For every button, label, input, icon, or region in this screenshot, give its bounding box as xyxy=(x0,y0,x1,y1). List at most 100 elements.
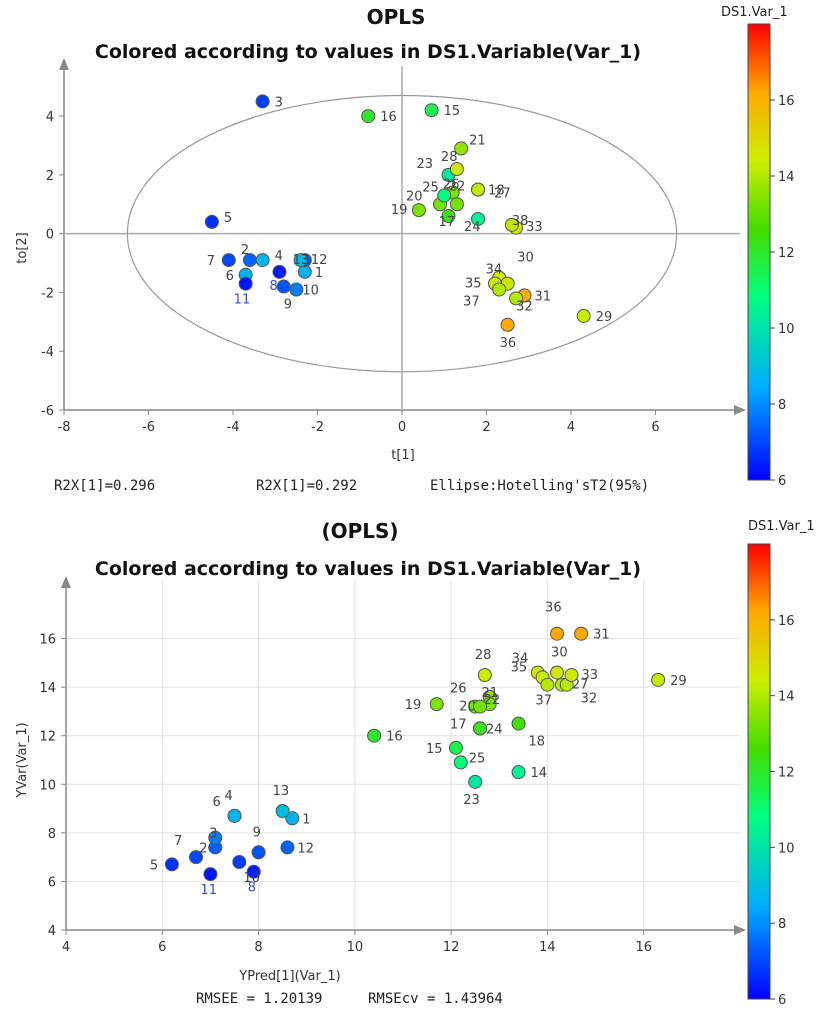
point-label-12: 12 xyxy=(297,841,314,856)
data-point-10[interactable] xyxy=(232,855,247,869)
data-point-37[interactable] xyxy=(492,282,507,297)
x-tick-label: -6 xyxy=(142,420,155,435)
colorbar-tick-label: 10 xyxy=(778,841,795,856)
point-label-25: 25 xyxy=(469,751,486,766)
score-plot-xlabel: t[1] xyxy=(391,448,415,463)
data-point-31[interactable] xyxy=(574,626,589,641)
hotelling-ellipse xyxy=(126,94,678,373)
data-point-36[interactable] xyxy=(550,626,565,641)
data-point-19[interactable] xyxy=(411,203,426,218)
score-plot-ylabel: to[2] xyxy=(15,232,30,263)
point-label-24: 24 xyxy=(464,220,481,235)
y-axis-arrow xyxy=(61,576,71,588)
data-point-29[interactable] xyxy=(651,672,666,687)
data-point-23[interactable] xyxy=(468,774,483,789)
point-label-18: 18 xyxy=(529,735,546,750)
data-point-7[interactable] xyxy=(188,850,203,865)
prediction-plot-title: (OPLS) xyxy=(321,519,398,543)
point-label-34: 34 xyxy=(486,263,503,278)
r2x-stat-2: R2X[1]=0.292 xyxy=(256,478,357,494)
score-plot-title: OPLS xyxy=(367,5,426,29)
point-label-9: 9 xyxy=(253,825,261,840)
colorbar-top-ticks: 6 8 10 12 14 16 xyxy=(770,94,795,489)
data-point-24[interactable] xyxy=(471,211,486,226)
data-point-11[interactable] xyxy=(238,276,253,291)
point-label-5: 5 xyxy=(150,858,158,873)
data-point-3[interactable] xyxy=(255,94,270,109)
data-point-3[interactable] xyxy=(208,830,223,845)
data-point-16[interactable] xyxy=(367,728,382,743)
data-point-17[interactable] xyxy=(441,209,456,224)
data-point-6[interactable] xyxy=(227,808,242,823)
data-point-33[interactable] xyxy=(564,668,579,682)
point-label-27: 27 xyxy=(494,187,511,202)
point-label-35: 35 xyxy=(511,660,528,675)
data-point-24[interactable] xyxy=(473,721,488,736)
data-point-26[interactable] xyxy=(473,699,488,714)
x-tick-label: 6 xyxy=(158,940,166,955)
point-label-16: 16 xyxy=(386,730,403,745)
point-label-18: 18 xyxy=(488,184,505,199)
x-tick-label: 14 xyxy=(539,940,556,955)
data-point-14[interactable] xyxy=(511,765,526,780)
data-point-11[interactable] xyxy=(203,867,218,882)
point-label-6: 6 xyxy=(226,269,234,284)
y-tick-label: 0 xyxy=(46,228,54,243)
data-point-12[interactable] xyxy=(280,840,295,855)
data-point-16[interactable] xyxy=(361,109,376,124)
ellipse-stat: Ellipse:Hotelling'sT2(95%) xyxy=(430,478,649,494)
y-tick-label: 4 xyxy=(46,110,54,125)
y-tick-label: 16 xyxy=(39,633,56,648)
point-label-2: 2 xyxy=(241,243,249,258)
data-point-9[interactable] xyxy=(251,845,266,860)
data-point-26[interactable] xyxy=(449,197,464,212)
score-plot: OPLS Colored according to values in DS1.… xyxy=(15,5,746,494)
r2x-stat-1: R2X[1]=0.296 xyxy=(54,478,155,494)
point-label-23: 23 xyxy=(463,793,480,808)
colorbar-bottom-title: DS1.Var_1 xyxy=(748,519,815,534)
data-point-19[interactable] xyxy=(429,697,444,712)
data-point-13[interactable] xyxy=(293,253,308,268)
data-point-15[interactable] xyxy=(424,103,439,118)
point-label-37: 37 xyxy=(463,294,480,309)
colorbar-tick-label: 6 xyxy=(778,474,786,489)
x-tick-label: 6 xyxy=(651,420,659,435)
data-point-36[interactable] xyxy=(500,317,515,332)
colorbar-tick-label: 10 xyxy=(778,322,795,337)
data-point-10[interactable] xyxy=(289,282,304,297)
data-point-25[interactable] xyxy=(437,188,452,203)
data-point-29[interactable] xyxy=(576,308,591,323)
colorbar-tick-label: 14 xyxy=(778,690,795,705)
data-point-37[interactable] xyxy=(540,677,555,692)
data-point-27[interactable] xyxy=(471,182,486,197)
data-point-25[interactable] xyxy=(453,755,468,770)
data-point-15[interactable] xyxy=(448,740,463,755)
data-point-8[interactable] xyxy=(246,864,261,879)
point-label-23: 23 xyxy=(416,157,433,172)
data-point-38[interactable] xyxy=(504,217,519,232)
colorbar-tick-label: 14 xyxy=(778,170,795,185)
data-point-21[interactable] xyxy=(454,141,469,156)
point-label-29: 29 xyxy=(670,674,687,689)
data-point-9[interactable] xyxy=(276,279,291,294)
data-point-13[interactable] xyxy=(275,804,290,818)
data-point-1[interactable] xyxy=(285,811,300,826)
data-point-5[interactable] xyxy=(164,857,179,872)
data-point-8[interactable] xyxy=(272,264,287,279)
point-label-12: 12 xyxy=(311,253,328,268)
data-point-30[interactable] xyxy=(550,665,565,680)
x-axis-arrow xyxy=(734,925,746,935)
point-label-5: 5 xyxy=(224,211,232,226)
y-tick-label: 2 xyxy=(46,169,54,184)
data-point-28[interactable] xyxy=(449,161,464,176)
data-point-5[interactable] xyxy=(204,214,219,229)
data-point-4[interactable] xyxy=(255,253,270,268)
point-label-20: 20 xyxy=(406,189,423,204)
data-point-18[interactable] xyxy=(511,716,526,731)
point-label-33: 33 xyxy=(582,668,599,683)
data-point-7[interactable] xyxy=(221,253,236,268)
data-point-28[interactable] xyxy=(477,668,492,682)
data-point-32[interactable] xyxy=(509,291,524,306)
